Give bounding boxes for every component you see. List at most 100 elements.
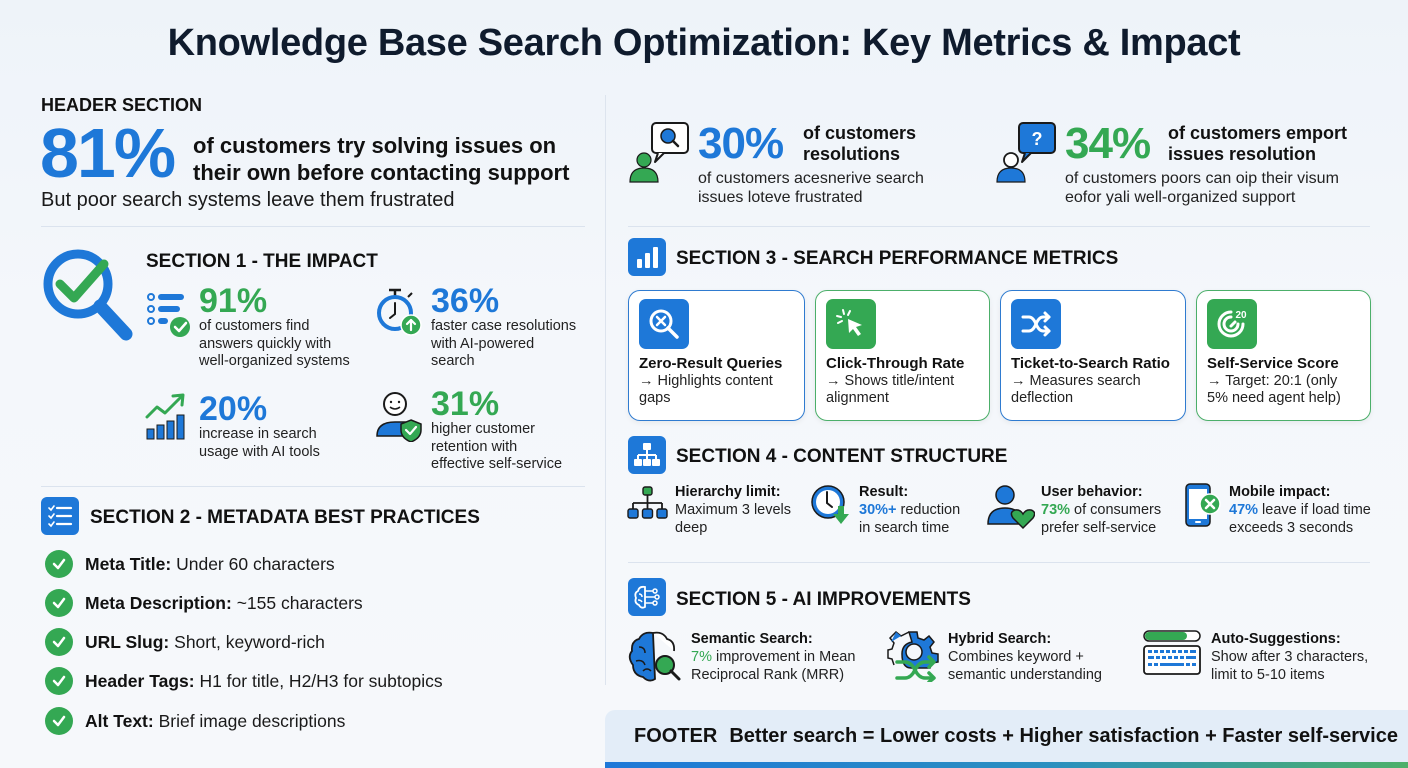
- card-desc-line1: → Highlights content: [639, 373, 773, 389]
- ai-item: Hybrid Search: Combines keyword + semant…: [948, 630, 1102, 684]
- ai-item-line2: limit to 5-10 items: [1211, 667, 1325, 683]
- top-stat-heading: of customers emport issues resolution: [1168, 123, 1347, 165]
- metadata-item: Meta Description: ~155 characters: [45, 589, 363, 617]
- top-stat-heading-line2: resolutions: [803, 144, 901, 164]
- structure-item-line1: 30%+ reduction: [859, 501, 960, 519]
- structure-item-line2: deep: [675, 520, 708, 536]
- structure-item-line2: prefer self-service: [1041, 520, 1157, 536]
- column-divider: [605, 95, 606, 685]
- sitemap-icon: [628, 436, 666, 474]
- metadata-item-label: Alt Text:: [85, 710, 154, 731]
- top-stat-heading-line2: issues resolution: [1168, 144, 1317, 164]
- user-shield-icon: [375, 390, 425, 447]
- top-stat-body: of customers acesnerive search issues lo…: [698, 169, 924, 207]
- ai-item-line1: Combines keyword +: [948, 649, 1084, 665]
- metric-card-self-service: 20 Self-Service Score → Target: 20:1 (on…: [1196, 290, 1371, 421]
- structure-item: User behavior: 73% of consumers prefer s…: [1041, 483, 1161, 537]
- structure-item-highlight: 73%: [1041, 502, 1071, 518]
- structure-item: Mobile impact: 47% leave if load time ex…: [1229, 483, 1371, 537]
- divider: [41, 486, 585, 487]
- header-subtext: But poor search systems leave them frust…: [41, 189, 455, 211]
- impact-stat-line: faster case resolutions: [431, 318, 577, 334]
- check-circle-icon: [45, 550, 73, 578]
- ai-item-heading: Auto-Suggestions:: [1211, 631, 1341, 647]
- header-section-label: HEADER SECTION: [41, 95, 203, 115]
- structure-item-text: leave if load time: [1258, 502, 1371, 518]
- check-circle-icon: [45, 707, 73, 735]
- impact-stat-value: 20%: [199, 390, 268, 428]
- top-stat-body-line1: of customers acesnerive search: [698, 170, 924, 187]
- ai-item-line1: 7% improvement in Mean: [691, 648, 855, 666]
- impact-stat-line: increase in search: [199, 426, 317, 442]
- structure-item-highlight: 47%: [1229, 502, 1259, 518]
- card-desc-line1: → Measures search: [1011, 373, 1141, 389]
- ai-item-line2: Reciprocal Rank (MRR): [691, 667, 845, 683]
- ai-item-line2: semantic understanding: [948, 667, 1102, 683]
- top-stat-heading-line1: of customers emport: [1168, 123, 1348, 143]
- structure-item-line1: Maximum 3 levels: [675, 502, 792, 518]
- impact-stat-line: answers quickly with: [199, 335, 332, 352]
- metadata-item: URL Slug: Short, keyword-rich: [45, 628, 325, 656]
- check-circle-icon: [45, 667, 73, 695]
- impact-stat-line: effective self-service: [431, 456, 563, 472]
- card-desc-line2: gaps: [639, 390, 671, 406]
- hierarchy-icon: [627, 486, 669, 527]
- metadata-item-value: H1 for title, H2/H3 for subtopics: [199, 670, 443, 691]
- footer-message: Better search = Lower costs + Higher sat…: [729, 725, 1398, 747]
- structure-item-highlight: 30%+: [859, 502, 897, 518]
- card-desc-line2: alignment: [826, 390, 889, 406]
- divider: [628, 226, 1370, 227]
- header-stat-line1: of customers try solving issues on: [193, 133, 557, 158]
- structure-item-line2: in search time: [859, 520, 950, 536]
- metadata-item: Header Tags: H1 for title, H2/H3 for sub…: [45, 667, 443, 695]
- metadata-item-text: Header Tags: H1 for title, H2/H3 for sub…: [85, 671, 443, 692]
- section1-title: SECTION 1 - THE IMPACT: [146, 251, 378, 272]
- impact-stat-line: of customers find: [199, 318, 310, 334]
- divider: [628, 562, 1370, 563]
- divider: [41, 226, 585, 227]
- section3-title: SECTION 3 - SEARCH PERFORMANCE METRICS: [676, 248, 1119, 269]
- growth-chart-icon: [145, 393, 189, 446]
- stopwatch-up-icon: [375, 287, 427, 342]
- metadata-item-value: Brief image descriptions: [158, 710, 346, 731]
- footer-text: FOOTER Better search = Lower costs + High…: [634, 725, 1398, 748]
- svg-text:20: 20: [1235, 310, 1247, 321]
- structure-item-heading: Hierarchy limit:: [675, 484, 781, 500]
- impact-stat-value: 36%: [431, 282, 500, 320]
- structure-item-text: of consumers: [1070, 502, 1162, 518]
- impact-stat-line: search: [431, 353, 475, 369]
- impact-stat-text: of customers find answers quickly with w…: [199, 318, 350, 371]
- user-question-bubble-icon: ?: [995, 122, 1059, 189]
- header-stat-value: 81%: [40, 114, 176, 192]
- ai-brain-icon: [628, 578, 666, 616]
- search-x-icon: [639, 299, 689, 349]
- structure-item-line1: 47% leave if load time: [1229, 501, 1371, 519]
- impact-stat-text: higher customer retention with effective…: [431, 421, 562, 474]
- metadata-item-text: Meta Description: ~155 characters: [85, 593, 363, 614]
- ai-item-text: improvement in Mean: [711, 649, 856, 665]
- user-search-bubble-icon: [628, 122, 692, 189]
- metadata-item: Meta Title: Under 60 characters: [45, 550, 335, 578]
- card-desc-line2: 5% need agent help): [1207, 390, 1341, 406]
- ai-item: Auto-Suggestions: Show after 3 character…: [1211, 630, 1368, 684]
- impact-stat-line: retention with: [431, 438, 518, 455]
- footer-gradient-bar: [605, 762, 1408, 768]
- top-stat-body-line2: issues loteve frustrated: [698, 189, 863, 206]
- checklist-icon: [41, 497, 79, 535]
- top-stat-heading: of customers resolutions: [803, 123, 916, 165]
- structure-item-heading: Result:: [859, 484, 909, 500]
- structure-item: Hierarchy limit: Maximum 3 levels deep: [675, 483, 791, 537]
- section4-title: SECTION 4 - CONTENT STRUCTURE: [676, 446, 1008, 467]
- footer-label: FOOTER: [634, 725, 718, 747]
- shuffle-icon: [1011, 299, 1061, 349]
- ai-item-heading: Hybrid Search:: [948, 631, 1052, 647]
- metadata-item-value: Under 60 characters: [176, 553, 335, 574]
- cursor-click-icon: [826, 299, 876, 349]
- search-check-icon: [38, 246, 138, 351]
- impact-stat-line: well-organized systems: [199, 353, 350, 369]
- card-desc-line1: → Shows title/intent: [826, 373, 955, 389]
- card-desc-line1: → Target: 20:1 (only: [1207, 373, 1338, 389]
- metadata-item-text: Meta Title: Under 60 characters: [85, 554, 335, 575]
- metadata-item: Alt Text: Brief image descriptions: [45, 707, 345, 735]
- check-circle-icon: [45, 628, 73, 656]
